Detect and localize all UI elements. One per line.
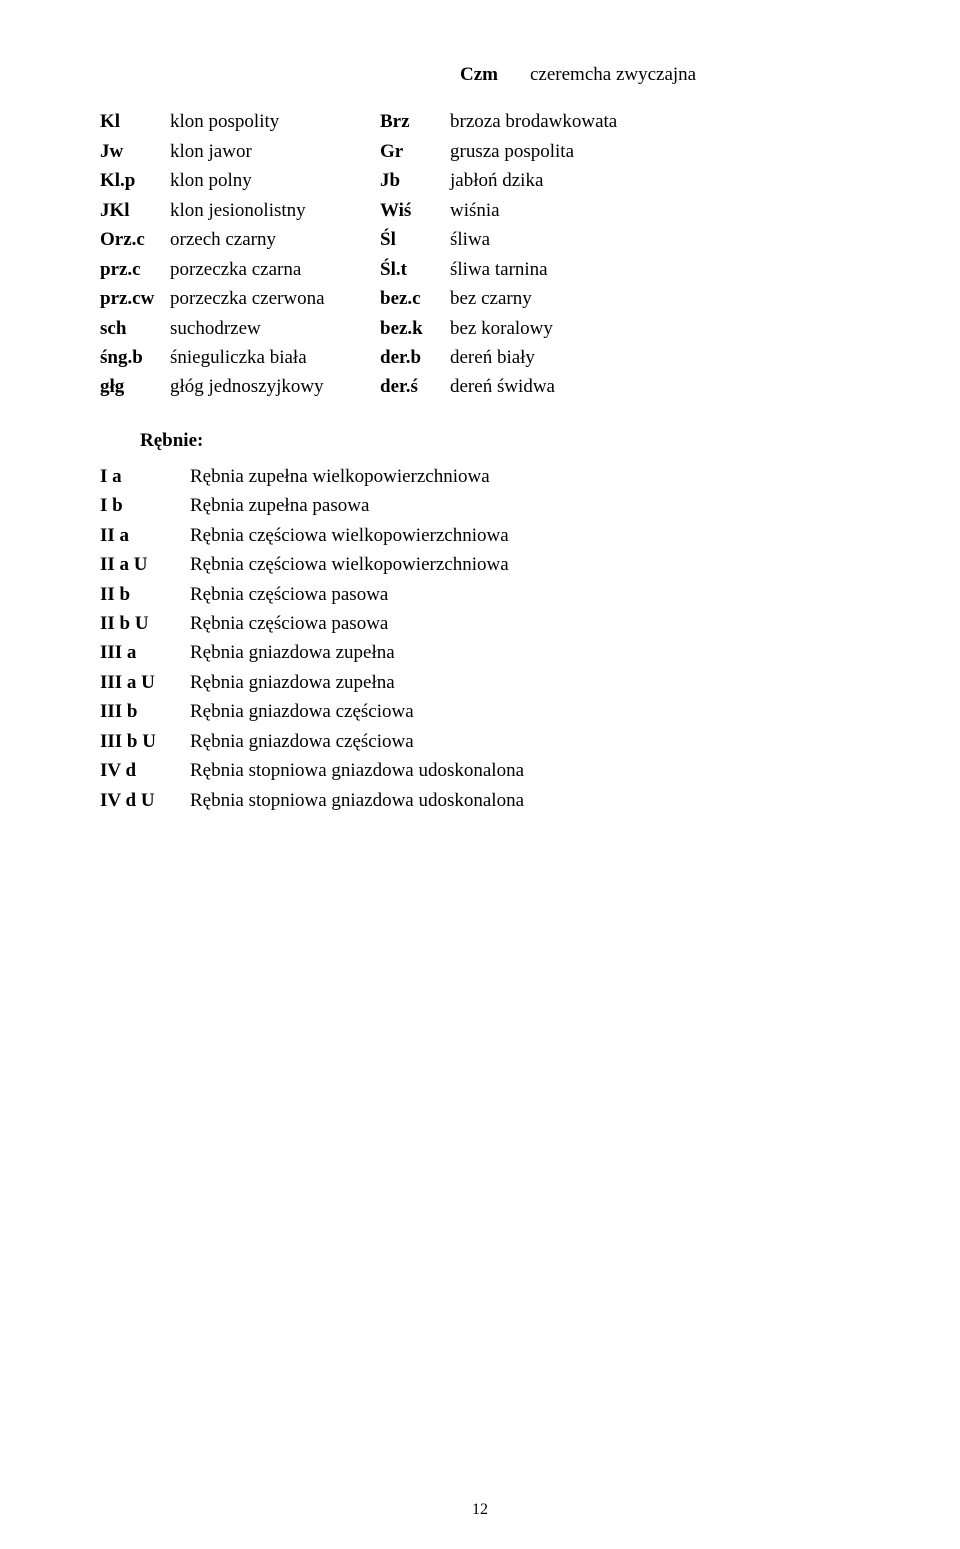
abbrev-right: Brz [380,107,450,136]
spacer [100,89,860,107]
table-row: Jw klon jawor Gr grusza pospolita [100,137,860,166]
rebnie-code: I a [100,462,190,491]
rebnie-desc: Rębnia częściowa pasowa [190,609,860,638]
desc-left: śnieguliczka biała [170,343,380,372]
desc-right: grusza pospolita [450,137,860,166]
rebnie-desc: Rębnia gniazdowa częściowa [190,697,860,726]
table-row: IV d U Rębnia stopniowa gniazdowa udosko… [100,786,860,815]
abbrev-right: Śl [380,225,450,254]
table-row: głg głóg jednoszyjkowy der.ś dereń świdw… [100,372,860,401]
table-row: IV d Rębnia stopniowa gniazdowa udoskona… [100,756,860,785]
desc-right: jabłoń dzika [450,166,860,195]
rebnie-code: II b [100,580,190,609]
desc-left: klon pospolity [170,107,380,136]
table-row: III a Rębnia gniazdowa zupełna [100,638,860,667]
table-row: Kl klon pospolity Brz brzoza brodawkowat… [100,107,860,136]
table-row: prz.c porzeczka czarna Śl.t śliwa tarnin… [100,255,860,284]
abbrev-left: głg [100,372,170,401]
rebnie-code: III a [100,638,190,667]
abbrev-left: Orz.c [100,225,170,254]
desc-left: porzeczka czarna [170,255,380,284]
abbrev-right: Jb [380,166,450,195]
abbrev-left: Jw [100,137,170,166]
top-row: Czm czeremcha zwyczajna [100,60,860,89]
abbrev-right: Śl.t [380,255,450,284]
desc-right: bez koralowy [450,314,860,343]
table-row: III b Rębnia gniazdowa częściowa [100,697,860,726]
table-row: III b U Rębnia gniazdowa częściowa [100,727,860,756]
desc-right: dereń biały [450,343,860,372]
rebnie-desc: Rębnia gniazdowa zupełna [190,638,860,667]
abbrev-right: der.ś [380,372,450,401]
species-table: Kl klon pospolity Brz brzoza brodawkowat… [100,107,860,401]
abbrev-left: Kl.p [100,166,170,195]
rebnie-code: IV d U [100,786,190,815]
rebnie-desc: Rębnia częściowa pasowa [190,580,860,609]
rebnie-title: Rębnie: [100,430,860,452]
table-row: sch suchodrzew bez.k bez koralowy [100,314,860,343]
top-desc: czeremcha zwyczajna [530,60,860,89]
rebnie-desc: Rębnia gniazdowa zupełna [190,668,860,697]
rebnie-table: I a Rębnia zupełna wielkopowierzchniowa … [100,462,860,815]
desc-left: orzech czarny [170,225,380,254]
rebnie-desc: Rębnia częściowa wielkopowierzchniowa [190,521,860,550]
abbrev-left: Kl [100,107,170,136]
rebnie-code: IV d [100,756,190,785]
desc-left: porzeczka czerwona [170,284,380,313]
rebnie-code: III b [100,697,190,726]
table-row: III a U Rębnia gniazdowa zupełna [100,668,860,697]
desc-left: suchodrzew [170,314,380,343]
abbrev-left: sch [100,314,170,343]
desc-left: klon jawor [170,137,380,166]
page: Czm czeremcha zwyczajna Kl klon pospolit… [0,0,960,1549]
rebnie-desc: Rębnia stopniowa gniazdowa udoskonalona [190,786,860,815]
table-row: I a Rębnia zupełna wielkopowierzchniowa [100,462,860,491]
table-row: JKl klon jesionolistny Wiś wiśnia [100,196,860,225]
desc-right: dereń świdwa [450,372,860,401]
rebnie-desc: Rębnia stopniowa gniazdowa udoskonalona [190,756,860,785]
rebnie-code: II a [100,521,190,550]
rebnie-desc: Rębnia zupełna wielkopowierzchniowa [190,462,860,491]
rebnie-code: III b U [100,727,190,756]
abbrev-left: śng.b [100,343,170,372]
rebnie-code: II b U [100,609,190,638]
table-row: II a U Rębnia częściowa wielkopowierzchn… [100,550,860,579]
rebnie-code: II a U [100,550,190,579]
desc-right: śliwa tarnina [450,255,860,284]
table-row: Kl.p klon polny Jb jabłoń dzika [100,166,860,195]
abbrev-right: Gr [380,137,450,166]
rebnie-desc: Rębnia gniazdowa częściowa [190,727,860,756]
rebnie-code: III a U [100,668,190,697]
table-row: II b U Rębnia częściowa pasowa [100,609,860,638]
desc-right: wiśnia [450,196,860,225]
abbrev-right: Wiś [380,196,450,225]
table-row: prz.cw porzeczka czerwona bez.c bez czar… [100,284,860,313]
table-row: śng.b śnieguliczka biała der.b dereń bia… [100,343,860,372]
table-row: II a Rębnia częściowa wielkopowierzchnio… [100,521,860,550]
abbrev-right: bez.k [380,314,450,343]
desc-left: klon jesionolistny [170,196,380,225]
abbrev-left: JKl [100,196,170,225]
desc-right: brzoza brodawkowata [450,107,860,136]
rebnie-code: I b [100,491,190,520]
page-number: 12 [0,1501,960,1519]
top-abbrev: Czm [460,60,530,89]
table-row: II b Rębnia częściowa pasowa [100,580,860,609]
desc-left: klon polny [170,166,380,195]
abbrev-left: prz.c [100,255,170,284]
abbrev-right: bez.c [380,284,450,313]
desc-right: bez czarny [450,284,860,313]
abbrev-left: prz.cw [100,284,170,313]
desc-right: śliwa [450,225,860,254]
desc-left: głóg jednoszyjkowy [170,372,380,401]
table-row: I b Rębnia zupełna pasowa [100,491,860,520]
table-row: Orz.c orzech czarny Śl śliwa [100,225,860,254]
abbrev-right: der.b [380,343,450,372]
rebnie-desc: Rębnia częściowa wielkopowierzchniowa [190,550,860,579]
rebnie-desc: Rębnia zupełna pasowa [190,491,860,520]
